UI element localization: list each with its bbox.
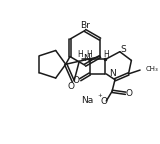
Text: +: + <box>97 93 102 98</box>
Text: Na: Na <box>81 96 94 106</box>
Text: Br: Br <box>80 21 90 30</box>
Text: O: O <box>68 82 75 91</box>
Text: O: O <box>126 89 133 98</box>
Text: CH₃: CH₃ <box>146 66 159 72</box>
Text: H: H <box>77 50 83 59</box>
Text: S: S <box>121 45 127 54</box>
Text: O: O <box>73 76 80 85</box>
Text: O: O <box>101 97 108 106</box>
Text: H: H <box>86 50 92 59</box>
Text: N: N <box>83 54 90 63</box>
Text: H: H <box>103 50 109 59</box>
Text: N: N <box>109 69 116 78</box>
